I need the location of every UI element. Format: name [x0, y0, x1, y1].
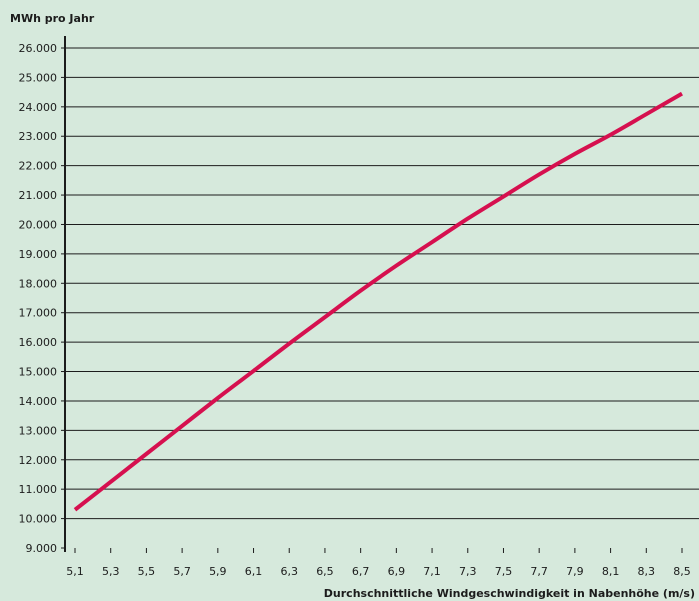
- x-tick-label: 7,3: [459, 565, 477, 578]
- y-tick-label: 14.000: [19, 395, 58, 408]
- x-tick-label: 8,5: [673, 565, 691, 578]
- x-tick-label: 6,9: [388, 565, 406, 578]
- grid-lines: [65, 47, 699, 520]
- y-tick-label: 17.000: [19, 307, 58, 320]
- x-tick-label: 5,9: [209, 565, 227, 578]
- x-tick-label: 6,7: [352, 565, 370, 578]
- series-line: [73, 91, 683, 512]
- y-axis-ticks: 9.000 10.000 11.000 12.000 13.000 14.000 15.00…: [19, 42, 65, 555]
- y-tick-label: 16.000: [19, 336, 58, 349]
- y-tick-label: 20.000: [19, 218, 58, 231]
- x-axis-label: Durchschnittliche Windgeschwindigkeit in…: [324, 587, 695, 600]
- y-tick-label: 10.000: [19, 513, 58, 526]
- x-tick-label: 5,7: [173, 565, 191, 578]
- x-tick-label: 7,5: [495, 565, 513, 578]
- y-tick-label: 9.000: [26, 542, 58, 555]
- x-tick-label: 6,1: [245, 565, 263, 578]
- y-tick-label: 21.000: [19, 189, 58, 202]
- x-tick-label: 6,3: [280, 565, 298, 578]
- x-tick-label: 5,5: [138, 565, 156, 578]
- y-tick-label: 19.000: [19, 248, 58, 261]
- x-tick-label: 7,7: [530, 565, 548, 578]
- x-axis-ticks: 5,1 5,3 5,5 5,7 5,9 6,1 6,3 6,5 6,7 6,9 7,1 7,3 7,5 7…: [66, 548, 691, 578]
- y-tick-label: 12.000: [19, 454, 58, 467]
- x-tick-label: 7,9: [566, 565, 584, 578]
- y-tick-label: 13.000: [19, 424, 58, 437]
- y-tick-label: 23.000: [19, 130, 58, 143]
- y-tick-label: 26.000: [19, 42, 58, 55]
- y-tick-label: 11.000: [19, 483, 58, 496]
- y-axis-label: MWh pro Jahr: [10, 12, 95, 25]
- x-tick-label: 8,1: [602, 565, 620, 578]
- y-tick-label: 18.000: [19, 277, 58, 290]
- y-tick-label: 24.000: [19, 101, 58, 114]
- y-tick-label: 22.000: [19, 160, 58, 173]
- x-tick-label: 8,3: [638, 565, 656, 578]
- x-tick-label: 5,1: [66, 565, 84, 578]
- x-tick-label: 5,3: [102, 565, 120, 578]
- x-tick-label: 6,5: [316, 565, 334, 578]
- y-tick-label: 15.000: [19, 366, 58, 379]
- x-tick-label: 7,1: [423, 565, 441, 578]
- y-tick-label: 25.000: [19, 71, 58, 84]
